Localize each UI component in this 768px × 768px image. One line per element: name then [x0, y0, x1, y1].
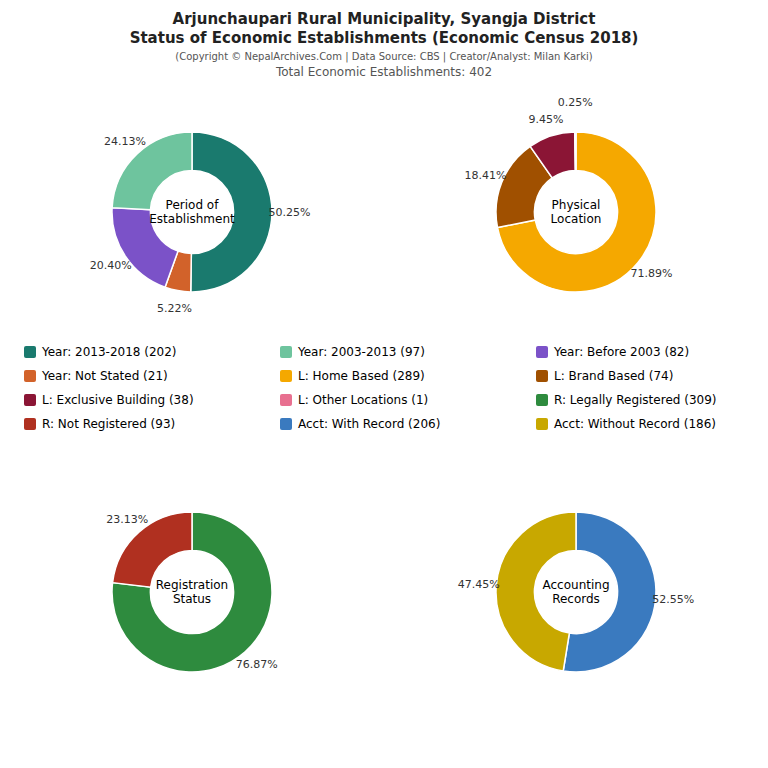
- donut-chart: [112, 512, 272, 672]
- legend-label: Year: Not Stated (21): [41, 369, 168, 383]
- chart-title-line: Status: [173, 592, 211, 606]
- chart-title-line: Establishment: [149, 212, 235, 226]
- data-label: 0.25%: [558, 96, 593, 109]
- data-label: 23.13%: [106, 513, 148, 526]
- data-label: 18.41%: [464, 169, 506, 182]
- legend-swatch: [536, 418, 548, 430]
- legend-swatch: [536, 394, 548, 406]
- data-labels: 76.87% 23.13%: [106, 513, 278, 672]
- legend-swatch: [280, 346, 292, 358]
- legend-swatch: [24, 370, 36, 382]
- chart-title-line: Registration: [156, 578, 228, 592]
- data-labels: 50.25% 5.22% 20.40% 24.13%: [90, 135, 311, 315]
- data-label: 20.40%: [90, 259, 132, 272]
- annotation: Total Economic Establishments: 402: [275, 65, 492, 79]
- chart-title: Period ofEstablishment: [149, 198, 235, 226]
- data-label: 9.45%: [529, 113, 564, 126]
- data-label: 52.55%: [652, 593, 694, 606]
- data-labels: 71.89% 18.41% 9.45% 0.25%: [464, 96, 672, 281]
- donut-chart: [112, 132, 272, 292]
- legend-swatch: [280, 370, 292, 382]
- chart-title-line: Accounting: [542, 578, 609, 592]
- data-label: 50.25%: [269, 206, 311, 219]
- data-label: 24.13%: [104, 135, 146, 148]
- legend-label: R: Legally Registered (309): [554, 393, 716, 407]
- legend-swatch: [536, 346, 548, 358]
- legend-label: L: Brand Based (74): [554, 369, 673, 383]
- legend-label: Acct: With Record (206): [298, 417, 440, 431]
- title: Arjunchaupari Rural Municipality, Syangj…: [173, 10, 596, 28]
- legend-swatch: [280, 418, 292, 430]
- donut-chart: [496, 512, 656, 672]
- legend-swatch: [24, 346, 36, 358]
- data-label: 71.89%: [630, 267, 672, 280]
- legend-swatch: [536, 370, 548, 382]
- chart-title: AccountingRecords: [542, 578, 609, 606]
- legend-label: L: Home Based (289): [298, 369, 425, 383]
- legend-swatch: [24, 394, 36, 406]
- chart-title-line: Location: [551, 212, 602, 226]
- chart-title-line: Records: [552, 592, 600, 606]
- data-label: 47.45%: [458, 578, 500, 591]
- chart-root: Arjunchaupari Rural Municipality, Syangj…: [0, 0, 768, 768]
- legend-label: Year: 2013-2018 (202): [41, 345, 177, 359]
- legend-swatch: [24, 418, 36, 430]
- chart-title: RegistrationStatus: [156, 578, 228, 606]
- data-labels: 52.55% 47.45%: [458, 578, 695, 607]
- donut-slice: [112, 512, 272, 672]
- donut-slice: [575, 132, 576, 170]
- data-label: 5.22%: [157, 302, 192, 315]
- legend: Year: 2013-2018 (202) Year: 2003-2013 (97…: [24, 345, 716, 431]
- background: [0, 0, 768, 768]
- legend-label: Year: Before 2003 (82): [553, 345, 689, 359]
- data-label: 76.87%: [236, 658, 278, 671]
- legend-label: L: Exclusive Building (38): [42, 393, 194, 407]
- legend-label: R: Not Registered (93): [42, 417, 175, 431]
- legend-label: Acct: Without Record (186): [554, 417, 716, 431]
- legend-label: L: Other Locations (1): [298, 393, 428, 407]
- donut-slice: [530, 132, 575, 178]
- chart-title-line: Period of: [166, 198, 220, 212]
- chart-title-line: Physical: [552, 198, 601, 212]
- chart-title: PhysicalLocation: [551, 198, 602, 226]
- legend-swatch: [280, 394, 292, 406]
- annotation: (Copyright © NepalArchives.Com | Data So…: [175, 51, 592, 63]
- legend-label: Year: 2003-2013 (97): [297, 345, 425, 359]
- subtitle: Status of Economic Establishments (Econo…: [130, 29, 639, 47]
